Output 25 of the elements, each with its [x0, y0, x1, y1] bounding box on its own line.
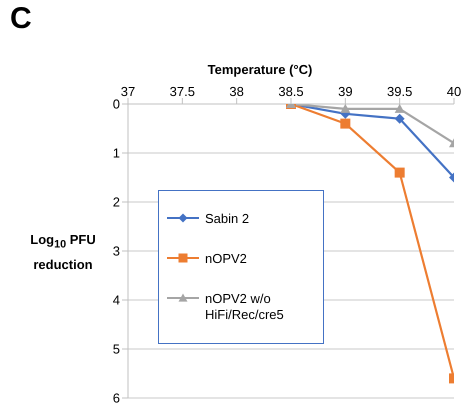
point [340, 104, 350, 113]
point [394, 114, 405, 124]
y-axis-title: Log$_{10}$ PFU reduction [29, 231, 97, 274]
point [394, 104, 405, 113]
x-tick-label: 40 [446, 84, 462, 99]
x-tick-label: 38 [229, 84, 244, 99]
legend-label: Sabin 2 [205, 211, 250, 227]
chart-title: C [10, 2, 32, 36]
y-tick-label: 2 [112, 194, 120, 210]
point [340, 118, 350, 129]
legend-label: nOPV2 w/o HiFi/Rec/cre5 [205, 291, 285, 323]
y-tick-label: 1 [112, 146, 120, 161]
point [394, 168, 405, 178]
y-tick-label: 3 [112, 244, 120, 259]
legend-label: nOPV2 [205, 251, 247, 267]
y-tick-label: 6 [112, 390, 120, 406]
y-tick-label: 4 [112, 292, 120, 308]
x-tick-label: 37 [120, 84, 136, 99]
y-tick-label: 5 [112, 342, 120, 357]
y-tick-label: 0 [112, 96, 120, 112]
x-tick-label: 37.5 [170, 84, 195, 99]
x-tick-label: 38.5 [278, 84, 304, 99]
x-tick-label: 39.5 [387, 84, 412, 99]
x-tick-label: 39 [338, 84, 353, 99]
x-axis-title: Temperature (°C) [206, 62, 314, 77]
